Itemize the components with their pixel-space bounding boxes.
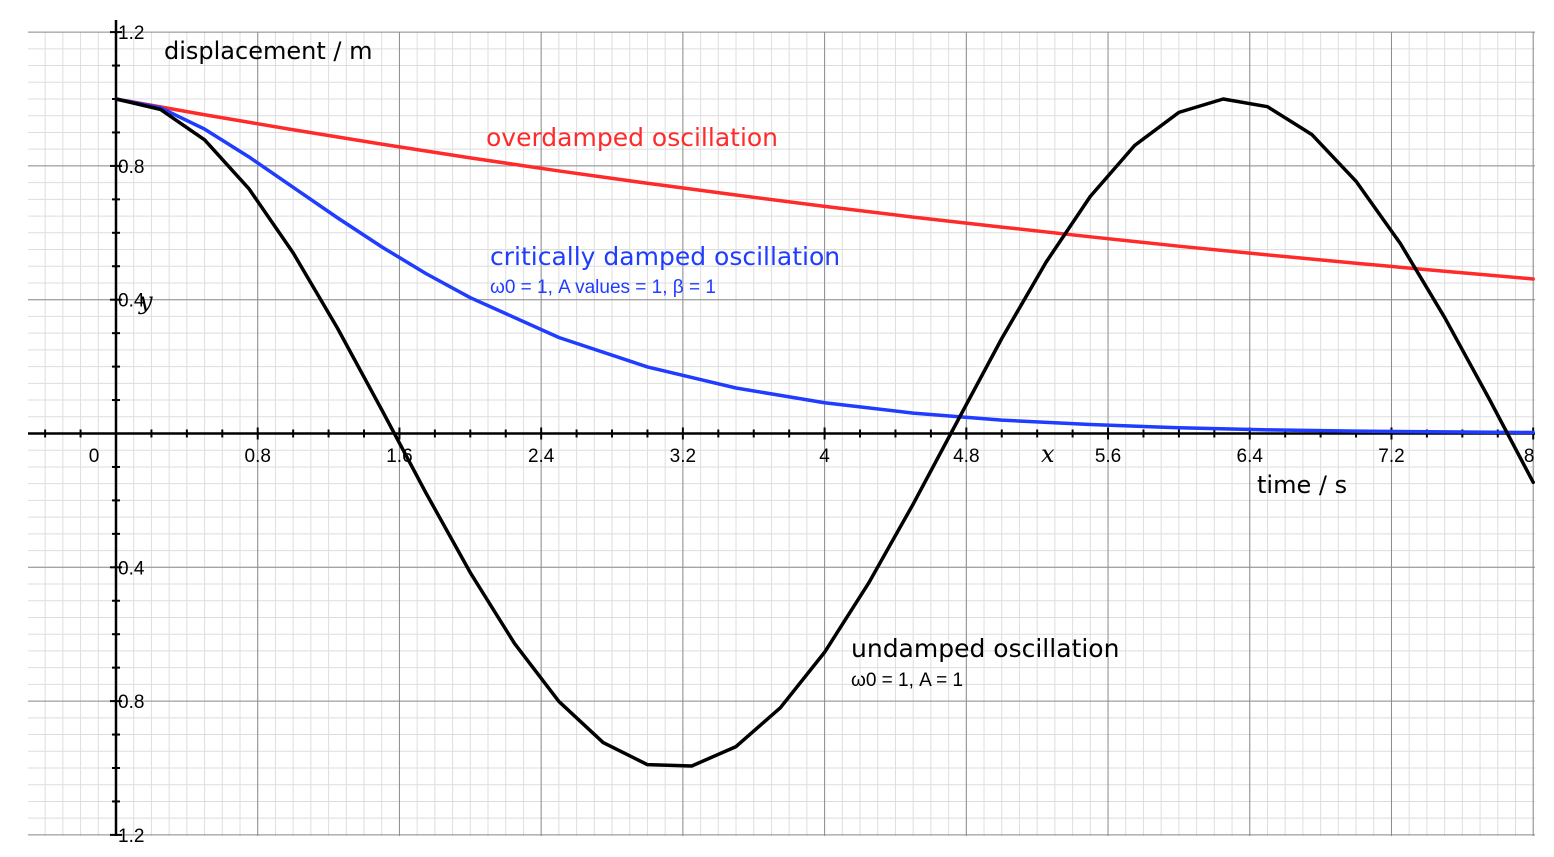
y-axis-title: displacement / m <box>164 37 372 65</box>
x-variable-label: x <box>1041 440 1055 468</box>
x-tick-label: 4.8 <box>953 446 979 467</box>
x-tick-label: 8 <box>1524 446 1535 467</box>
y-tick-label: 0.8 <box>118 157 144 178</box>
x-tick-label: 6.4 <box>1237 446 1264 467</box>
y-tick-label: 1.2 <box>118 826 144 847</box>
overdamped-curve <box>114 97 1535 281</box>
y-tick-label: 0.8 <box>118 692 144 713</box>
x-tick-label: 0 <box>89 446 100 467</box>
x-tick-label: 5.6 <box>1095 446 1121 467</box>
series-lines <box>114 97 1535 768</box>
x-axis-title: time / s <box>1257 471 1347 499</box>
y-variable-label: y <box>138 287 153 315</box>
critically-damped-label: critically damped oscillation <box>490 242 840 271</box>
x-tick-label: 1.6 <box>386 446 412 467</box>
y-tick-label: 1.2 <box>118 23 144 44</box>
undamped-curve <box>114 97 1535 768</box>
y-tick-label: 0.4 <box>118 558 145 579</box>
critically-damped-curve <box>114 97 1535 435</box>
undamped-parameters: ω0 = 1, A = 1 <box>851 670 963 691</box>
tick-labels: 0 0.8 1.6 2.4 3.2 4 4.8 5.6 6.4 7.2 8 1.2 0.8 0.4 0.4 0… <box>89 23 1535 847</box>
x-tick-label: 2.4 <box>528 446 555 467</box>
axes <box>28 20 1535 836</box>
x-tick-label: 0.8 <box>245 446 271 467</box>
x-tick-label: 7.2 <box>1378 446 1404 467</box>
critically-damped-parameters: ω0 = 1, A values = 1, β = 1 <box>490 277 716 298</box>
x-tick-label: 4 <box>819 446 830 467</box>
x-tick-label: 3.2 <box>670 446 696 467</box>
overdamped-label: overdamped oscillation <box>486 123 778 152</box>
y-tick-label: 0.4 <box>118 291 145 312</box>
axis-ticks <box>44 31 1535 836</box>
undamped-label: undamped oscillation <box>851 634 1119 663</box>
